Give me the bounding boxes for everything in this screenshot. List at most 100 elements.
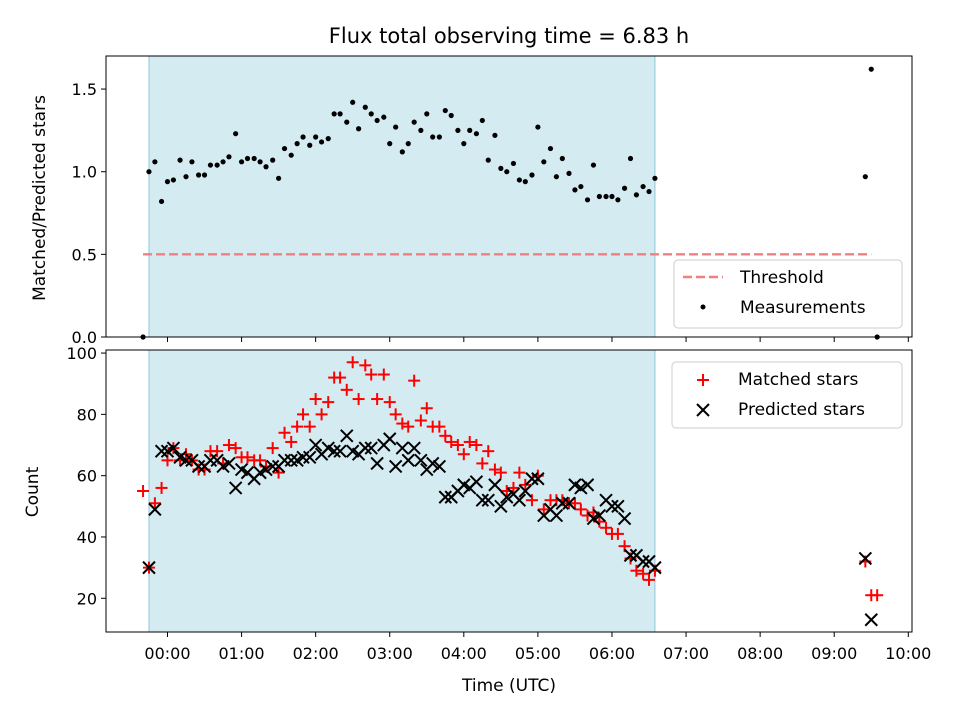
matched-star-point	[600, 521, 613, 534]
predicted-star-point	[623, 548, 638, 563]
measurement-point	[233, 131, 239, 137]
measurement-point	[504, 169, 510, 175]
measurement-point	[640, 183, 646, 190]
matched-star-point	[445, 435, 458, 448]
legend-measurements-label: Measurements	[740, 298, 866, 318]
top-ticks: 0.0 0.5 1.0 1.5	[72, 80, 909, 347]
measurement-point	[862, 174, 868, 180]
measurement-point	[584, 197, 591, 203]
measurement-point	[214, 162, 220, 168]
measurement-point	[510, 160, 517, 167]
measurement-point	[294, 141, 300, 147]
measurement-point	[381, 114, 387, 120]
matched-star-point	[611, 527, 624, 540]
matched-star-point	[365, 368, 378, 381]
measurement-point	[467, 127, 473, 133]
matched-star-point	[291, 420, 304, 433]
measurement-point	[263, 164, 269, 170]
predicted-star-point	[481, 493, 495, 507]
measurement-point	[646, 188, 652, 195]
predicted-star-point	[370, 456, 384, 471]
measurement-point	[337, 111, 343, 117]
predicted-star-point	[636, 554, 650, 569]
measurement-point	[318, 139, 325, 145]
measurement-point	[356, 126, 362, 132]
legend-matched-label: Matched stars	[738, 370, 858, 390]
matched-star-point	[871, 589, 884, 602]
predicted-star-point	[432, 459, 447, 474]
matched-star-point	[155, 481, 168, 494]
matched-star-point	[340, 383, 353, 396]
measurement-point	[455, 127, 461, 133]
x-tick-label: 09:00	[811, 644, 857, 663]
predicted-star-point	[425, 456, 440, 471]
predicted-star-point	[333, 444, 347, 458]
legend-predicted-swatch	[696, 403, 710, 417]
matched-star-point	[574, 503, 587, 516]
measurement-point	[362, 104, 368, 110]
measurement-point	[473, 131, 480, 137]
x-tick-label: 04:00	[441, 644, 487, 663]
top-y-tick-label: 0.5	[72, 245, 97, 264]
matched-star-point	[643, 573, 656, 586]
measurement-point	[578, 183, 584, 190]
top-legend-box	[673, 259, 903, 329]
predicted-star-point	[340, 429, 354, 443]
matched-star-point	[377, 368, 390, 381]
predicted-star-point	[525, 472, 539, 486]
measurement-point	[405, 141, 411, 147]
measurement-point	[498, 165, 504, 171]
matched-star-point	[420, 402, 433, 415]
measurement-point	[436, 134, 442, 140]
x-tick-label: 03:00	[367, 644, 413, 663]
matched-star-point	[278, 426, 291, 439]
predicted-star-point	[395, 441, 410, 455]
predicted-star-point	[414, 453, 428, 468]
top-y-tick-label: 0.0	[72, 328, 97, 347]
matched-star-point	[451, 439, 464, 452]
x-tick-label: 06:00	[589, 644, 635, 663]
bottom-panel: 20 40 60 80 100 00:00 01:00 02:00 03:00 04:00 05:0…	[23, 344, 931, 696]
measurement-point	[300, 134, 306, 140]
measurement-point	[615, 197, 621, 203]
predicted-star-point	[303, 450, 317, 464]
matched-star-point	[389, 408, 402, 421]
matched-star-point	[315, 408, 328, 421]
measurement-point	[430, 134, 436, 140]
x-tick-label: 10:00	[885, 644, 931, 663]
measurement-point	[331, 111, 337, 117]
measurement-point	[596, 193, 602, 200]
bottom-y-tick-label: 40	[77, 528, 97, 547]
predicted-star-point	[284, 453, 298, 468]
measurement-point	[244, 155, 251, 162]
measurement-point	[257, 159, 263, 165]
predicted-star-point	[549, 508, 564, 523]
matched-star-point	[470, 439, 483, 452]
measurement-point	[485, 157, 491, 163]
matched-star-point	[402, 420, 415, 433]
measurement-point	[313, 134, 319, 140]
bottom-y-tick-label: 100	[66, 344, 97, 363]
measurement-point	[158, 198, 165, 205]
predicted-star-point	[518, 484, 533, 498]
predicted-star-point	[265, 459, 280, 474]
matched-star-point	[630, 564, 643, 577]
measurement-point	[196, 172, 202, 178]
predicted-star-point	[605, 499, 619, 514]
predicted-star-point	[166, 441, 181, 455]
measurement-point	[442, 107, 448, 114]
measurement-point	[572, 187, 578, 193]
matched-star-point	[346, 356, 359, 369]
measurement-point	[529, 172, 535, 178]
predicted-star-point	[259, 462, 273, 477]
predicted-star-point	[858, 551, 873, 566]
measurement-point	[399, 149, 405, 155]
matched-star-point	[507, 481, 520, 494]
measurement-point	[566, 170, 572, 176]
measurement-point	[368, 111, 374, 117]
predicted-star-point	[617, 511, 632, 526]
legend-threshold-label: Threshold	[739, 268, 824, 288]
matched-star-point	[439, 429, 452, 442]
measurement-point	[288, 152, 294, 158]
predicted-star-point	[364, 441, 378, 455]
